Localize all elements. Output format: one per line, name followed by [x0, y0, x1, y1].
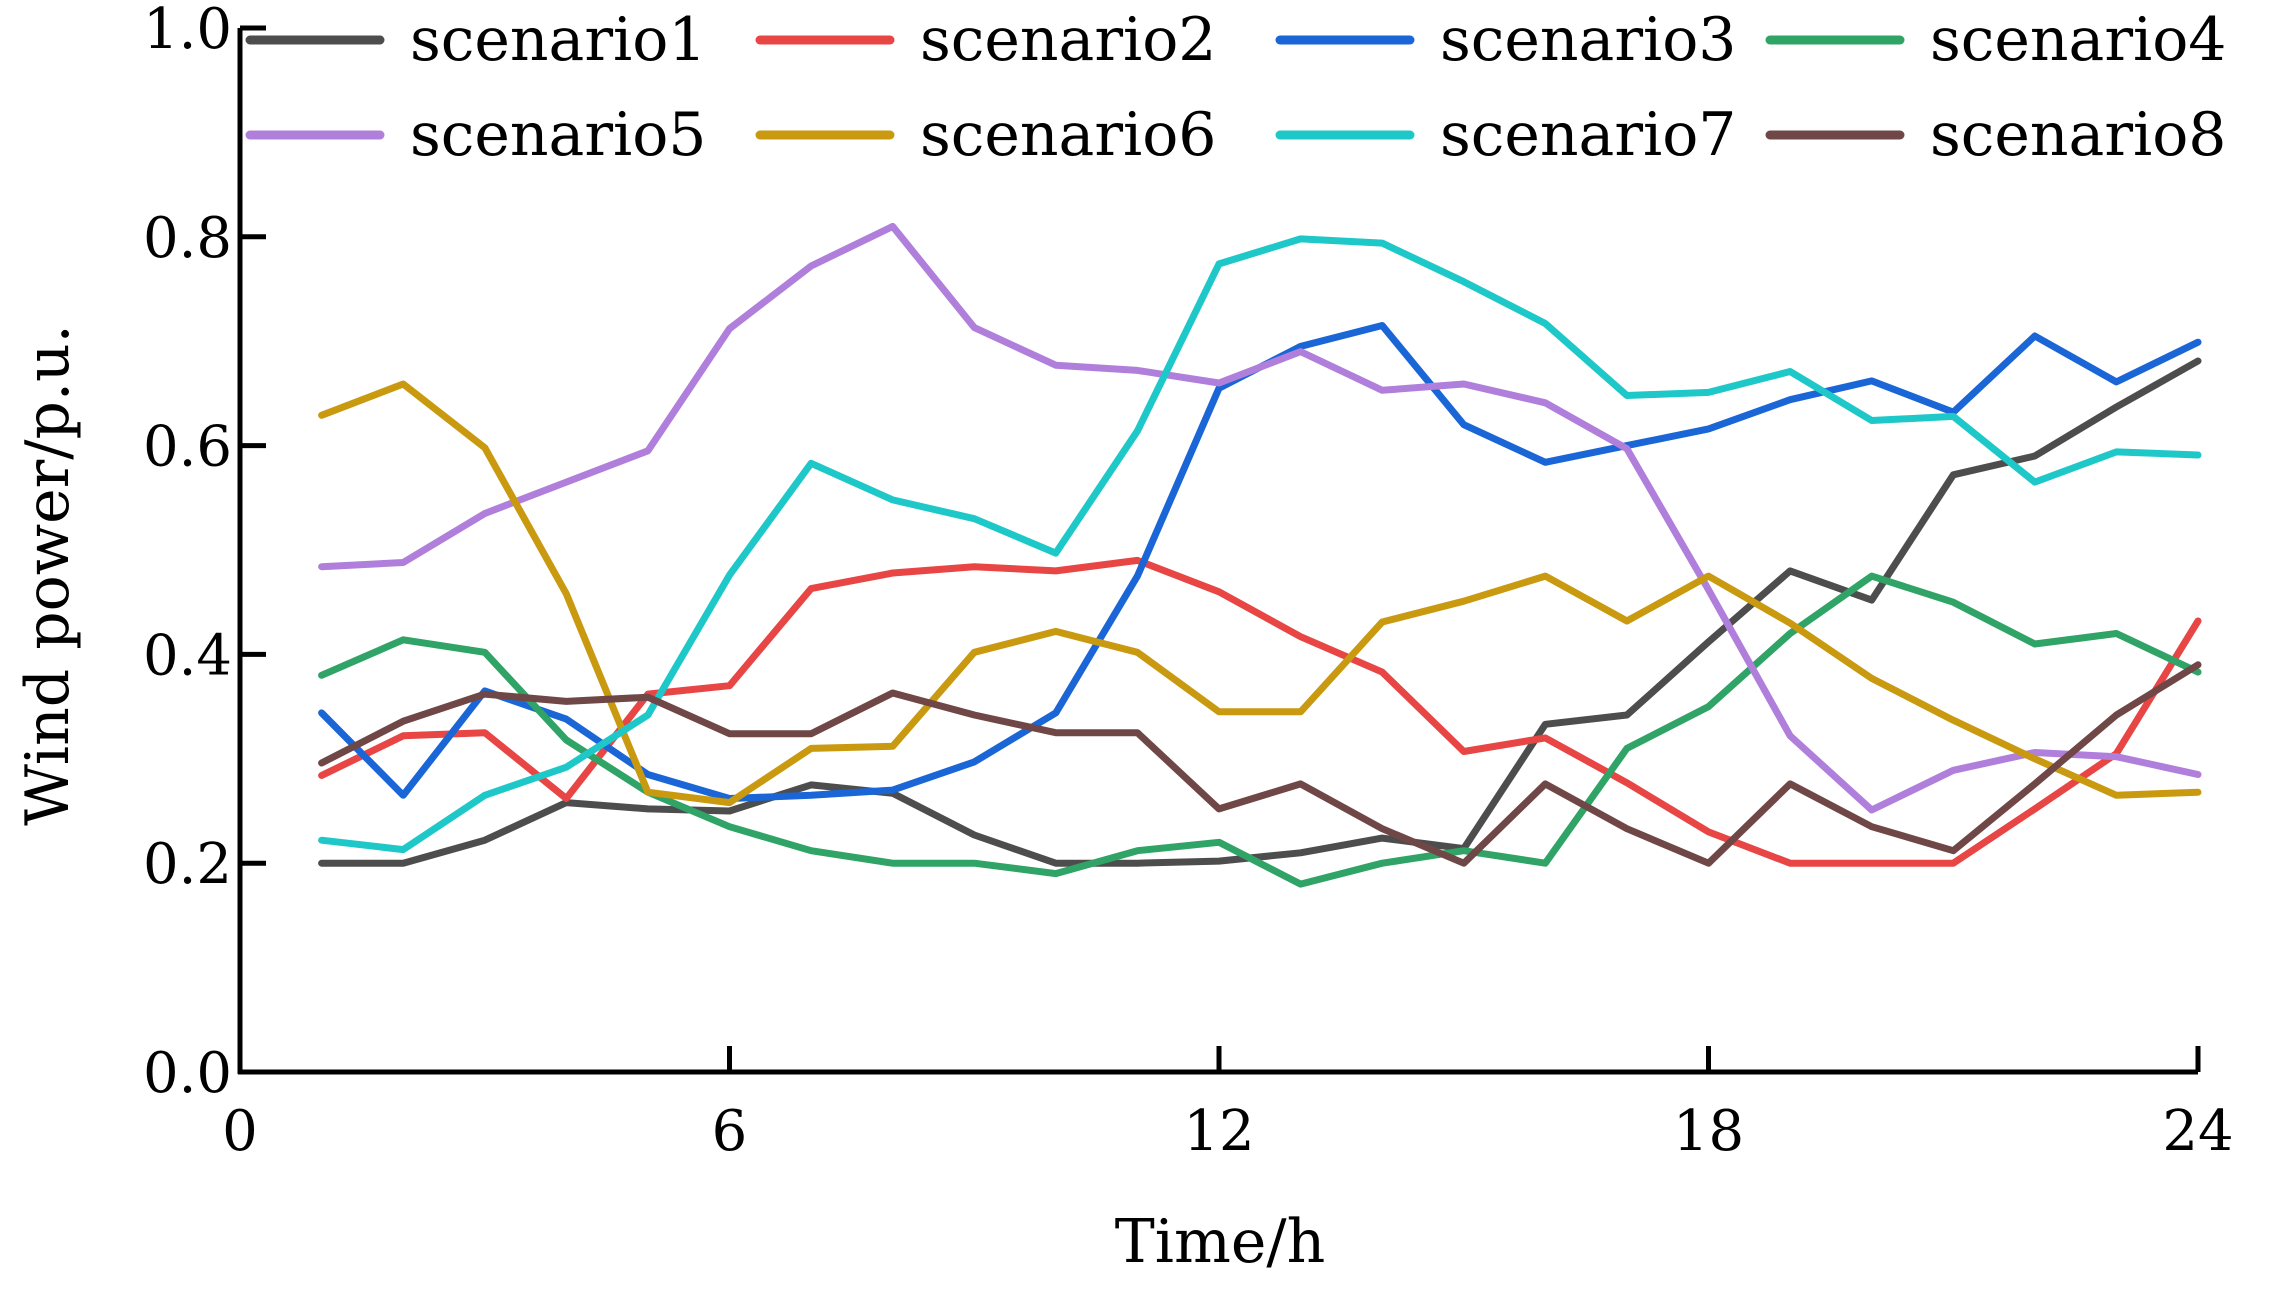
legend-label-4: scenario4 [1930, 5, 2226, 75]
x-tick-label: 24 [2162, 1099, 2233, 1164]
series-line-7 [318, 235, 2202, 854]
legend-label-6: scenario6 [920, 100, 1216, 170]
series-line-6 [318, 380, 2202, 807]
y-tick-label: 0.6 [143, 415, 232, 480]
series-line-8 [318, 661, 2202, 867]
series-line-2 [318, 556, 2202, 867]
x-axis-label: Time/h [1115, 1207, 1325, 1277]
y-tick-label: 0.8 [143, 206, 232, 271]
legend-label-2: scenario2 [920, 5, 1216, 75]
legend-label-3: scenario3 [1440, 5, 1736, 75]
x-tick-label: 0 [222, 1099, 258, 1164]
series-line-4 [318, 572, 2202, 888]
y-tick-label: 0.2 [143, 832, 232, 897]
y-tick-label: 0.4 [143, 623, 232, 688]
legend-label-5: scenario5 [410, 100, 706, 170]
series-line-5 [318, 222, 2202, 814]
legend-label-7: scenario7 [1440, 100, 1736, 170]
x-tick-label: 18 [1673, 1099, 1744, 1164]
series-lines [318, 222, 2202, 888]
y-tick-label: 1.0 [143, 0, 232, 62]
tick-labels: 0.0 0.2 0.4 0.6 0.8 1.0 0 6 12 18 24 [143, 0, 2234, 1164]
x-tick-label: 12 [1183, 1099, 1254, 1164]
y-axis-label: Wind power/p.u. [13, 324, 83, 825]
y-tick-label: 0.0 [143, 1041, 232, 1106]
legend-label-1: scenario1 [410, 5, 706, 75]
series-line-3 [318, 322, 2202, 802]
axes [237, 25, 2201, 1075]
x-tick-label: 6 [712, 1099, 748, 1164]
legend-label-8: scenario8 [1930, 100, 2226, 170]
legend: scenario1 scenario2 scenario3 scenario4 scen… [245, 5, 2226, 170]
